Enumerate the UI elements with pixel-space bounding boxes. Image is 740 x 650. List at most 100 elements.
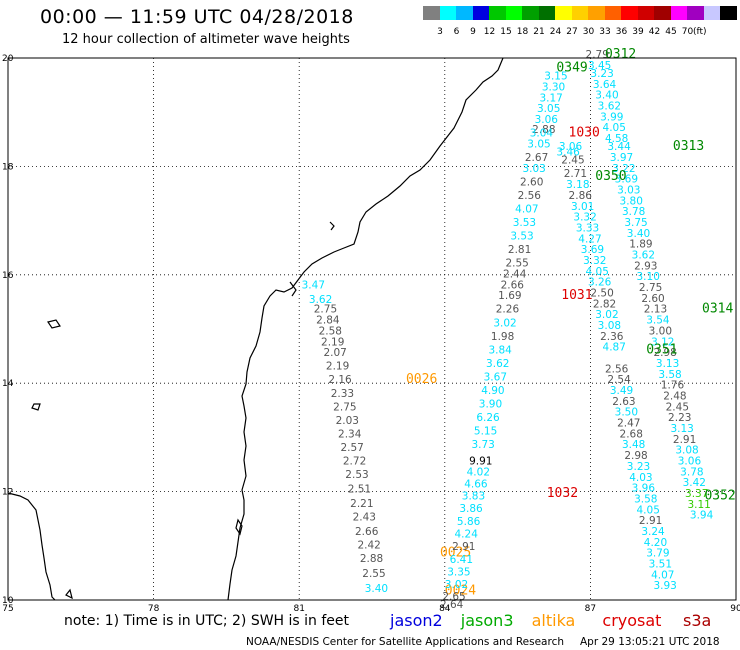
pass-time-label: 0314 bbox=[702, 302, 733, 317]
color-scale-unit: (ft) bbox=[693, 27, 707, 37]
wave-height-value: 3.40 bbox=[627, 228, 650, 240]
wave-height-value: 3.46 bbox=[556, 147, 580, 159]
pass-time-label: 1032 bbox=[547, 486, 578, 501]
wave-height-value: 3.51 bbox=[649, 558, 672, 570]
pass-time-label: 0349 bbox=[556, 61, 587, 76]
wave-height-value: 2.66 bbox=[355, 526, 379, 538]
pass-time-label: 0350 bbox=[595, 169, 626, 184]
wave-height-value: 3.53 bbox=[513, 217, 536, 229]
wave-height-value: 3.75 bbox=[624, 217, 647, 229]
units-note: note: 1) Time is in UTC; 2) SWH is in fe… bbox=[64, 613, 350, 629]
wave-height-value: 4.90 bbox=[481, 385, 504, 397]
wave-height-value: 2.91 bbox=[452, 541, 475, 553]
wave-height-value: 2.34 bbox=[338, 428, 362, 440]
wave-height-value: 4.58 bbox=[605, 133, 628, 145]
wave-height-value: 2.48 bbox=[663, 390, 686, 402]
color-scale-swatch bbox=[621, 6, 638, 20]
wave-height-value: 2.88 bbox=[532, 124, 555, 136]
wave-height-value: 2.75 bbox=[333, 401, 356, 413]
wave-height-value: 2.53 bbox=[345, 469, 368, 481]
color-scale-label: 9 bbox=[470, 27, 476, 37]
coastline-west bbox=[7, 492, 56, 601]
island-2 bbox=[289, 281, 297, 297]
wave-height-value: 3.62 bbox=[309, 294, 332, 306]
wave-height-value: 3.62 bbox=[598, 100, 621, 112]
wave-height-value: 2.58 bbox=[319, 325, 342, 337]
wave-height-value: 2.67 bbox=[525, 152, 548, 164]
wave-height-value: 3.48 bbox=[622, 439, 645, 451]
wave-height-value: 4.05 bbox=[603, 122, 626, 134]
wave-height-value: 3.69 bbox=[581, 244, 604, 256]
wave-height-value: 2.71 bbox=[564, 168, 587, 180]
wave-height-value: 3.17 bbox=[539, 92, 562, 104]
wave-height-value: 3.67 bbox=[484, 371, 507, 383]
wave-height-value: 3.15 bbox=[544, 71, 567, 83]
wave-height-value: 3.73 bbox=[471, 439, 494, 451]
wave-height-value: 2.26 bbox=[496, 304, 520, 316]
wave-height-value: 2.98 bbox=[653, 347, 676, 359]
color-scale-swatch bbox=[637, 6, 654, 20]
island-sri-lanka-edge bbox=[235, 518, 243, 536]
wave-height-value: 2.42 bbox=[357, 540, 380, 552]
coastline-india-east bbox=[227, 57, 504, 601]
wave-height-value: 3.06 bbox=[559, 141, 583, 153]
pass-time-label: 0313 bbox=[673, 139, 704, 154]
wave-height-value: 9.91 bbox=[469, 456, 492, 468]
color-scale-swatch bbox=[604, 6, 621, 20]
wave-height-value: 4.27 bbox=[578, 233, 601, 245]
wave-height-value: 3.01 bbox=[571, 201, 594, 213]
wave-height-value: 3.49 bbox=[610, 385, 633, 397]
wave-height-value: 2.60 bbox=[641, 293, 664, 305]
color-scale-label: 42 bbox=[648, 27, 661, 37]
wave-height-value: 4.24 bbox=[455, 529, 479, 541]
color-scale-label: 3 bbox=[437, 27, 443, 37]
x-tick-label: 81 bbox=[293, 604, 304, 614]
wave-height-value: 3.62 bbox=[486, 358, 509, 370]
credit-date: Apr 29 13:05:21 UTC 2018 bbox=[580, 636, 720, 648]
color-scale-swatch bbox=[555, 6, 572, 20]
wave-height-value: 2.86 bbox=[569, 190, 593, 202]
color-scale-swatch bbox=[703, 6, 720, 20]
wave-height-value: 2.60 bbox=[520, 176, 543, 188]
wave-height-value: 3.93 bbox=[653, 580, 676, 592]
wave-height-value: 3.58 bbox=[658, 369, 681, 381]
wave-height-value: 3.04 bbox=[530, 128, 554, 140]
wave-height-value: 2.98 bbox=[624, 450, 647, 462]
wave-height-value: 4.05 bbox=[586, 266, 609, 278]
wave-height-value: 2.55 bbox=[362, 568, 385, 580]
color-scale-label: 24 bbox=[549, 27, 562, 37]
wave-height-value: 3.86 bbox=[459, 503, 483, 515]
wave-height-value: 3.26 bbox=[588, 277, 612, 289]
wave-height-value: 3.37 bbox=[685, 488, 708, 500]
wave-height-value: 3.58 bbox=[634, 493, 657, 505]
wave-height-value: 3.23 bbox=[590, 68, 613, 80]
wave-height-value: 3.90 bbox=[479, 399, 502, 411]
wave-height-value: 3.06 bbox=[535, 114, 559, 126]
color-scale-swatch bbox=[522, 6, 539, 20]
wave-height-value: 3.08 bbox=[598, 320, 621, 332]
wave-height-value: 5.86 bbox=[457, 516, 481, 528]
wave-height-value: 3.02 bbox=[493, 317, 516, 329]
y-tick-label: 10 bbox=[2, 596, 14, 606]
wave-height-value: 3.45 bbox=[588, 60, 611, 72]
wave-height-value: 3.44 bbox=[607, 141, 631, 153]
pass-time-label: 1031 bbox=[561, 288, 592, 303]
color-scale-label: 6 bbox=[453, 27, 460, 37]
wave-height-value: 3.54 bbox=[646, 315, 670, 327]
wave-height-value: 3.33 bbox=[576, 222, 599, 234]
wave-height-value: 2.75 bbox=[639, 282, 662, 294]
wave-height-value: 3.96 bbox=[632, 483, 656, 495]
wave-height-value: 5.15 bbox=[474, 426, 497, 438]
color-scale-label: 30 bbox=[582, 27, 595, 37]
wave-height-value: 2.45 bbox=[666, 401, 689, 413]
wave-height-value: 3.78 bbox=[622, 206, 645, 218]
wave-height-value: 2.64 bbox=[440, 599, 464, 611]
wave-height-value: 3.13 bbox=[656, 358, 679, 370]
wave-height-value: 2.13 bbox=[644, 304, 667, 316]
wave-height-value: 3.50 bbox=[615, 407, 638, 419]
map-frame bbox=[7, 57, 737, 601]
wave-height-value: 2.82 bbox=[593, 298, 616, 310]
wave-height-value: 4.07 bbox=[515, 203, 538, 215]
legend-item-cryosat: cryosat bbox=[602, 611, 662, 630]
wave-height-value: 3.62 bbox=[632, 250, 655, 262]
